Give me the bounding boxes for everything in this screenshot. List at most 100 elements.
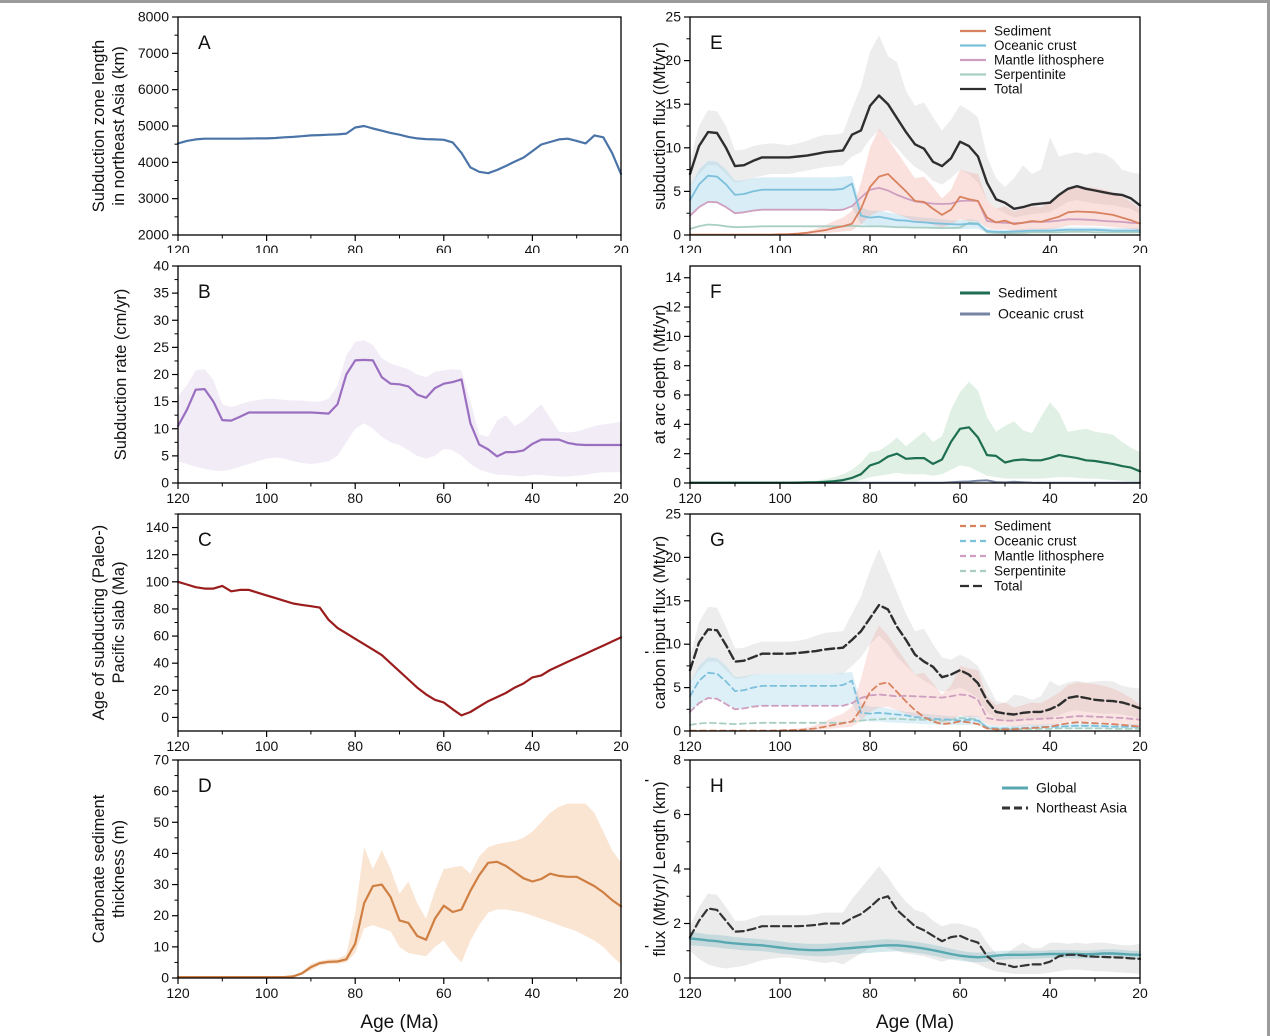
svg-text:20: 20	[613, 738, 629, 751]
svg-text:60: 60	[952, 490, 968, 503]
legend-item-oceanic-crust: Oceanic crust	[960, 38, 1077, 53]
legend-item-global: Global	[1002, 780, 1076, 796]
svg-text:0: 0	[673, 227, 681, 243]
svg-text:40: 40	[1042, 738, 1058, 751]
svg-text:5: 5	[673, 679, 681, 695]
panel-d: 0 10 20 30 40 50 60 70 120 100 80 60 40 20 Carbonate s…	[0, 751, 645, 1036]
svg-text:40: 40	[1042, 985, 1058, 1001]
legend-label-total: Total	[994, 579, 1023, 594]
svg-text:0: 0	[673, 723, 681, 739]
svg-text:3000: 3000	[138, 190, 169, 206]
svg-text:20: 20	[153, 907, 169, 923]
svg-text:20: 20	[1132, 985, 1148, 1001]
svg-text:4: 4	[673, 416, 681, 432]
f-panel-letter: F	[710, 282, 722, 303]
svg-text:100: 100	[255, 738, 279, 751]
svg-text:5000: 5000	[138, 118, 169, 134]
svg-text:40: 40	[153, 655, 169, 671]
legend-item-mantle-lithosphere: Mantle lithosphere	[960, 53, 1104, 68]
svg-text:0: 0	[161, 475, 169, 491]
svg-text:10: 10	[665, 636, 681, 652]
e-uncertainty-band-2	[690, 128, 1140, 235]
svg-text:20: 20	[665, 549, 681, 565]
f-axes: 0 2 4 6 8 10 12 14 120 100 80 60 40 20	[665, 269, 1148, 506]
legend-label-sediment: Sediment	[998, 285, 1057, 301]
legend-label-mantle-lithosphere: Mantle lithosphere	[994, 53, 1104, 68]
panel-f: 0 2 4 6 8 10 12 14 120 100 80 60 40 20 Slab carbon out…	[631, 253, 1267, 506]
c-axes: 0 20 40 60 80 100 120 140 120 100 80 60 40 20	[146, 513, 629, 754]
svg-text:0: 0	[673, 475, 681, 491]
svg-text:20: 20	[153, 682, 169, 698]
g-series-mantle-lithosphere	[689, 693, 1141, 722]
panel-c: 0 20 40 60 80 100 120 140 120 100 80 60 40 20 Age of s…	[0, 503, 645, 754]
svg-text:0: 0	[673, 970, 681, 986]
svg-text:4: 4	[673, 861, 681, 877]
legend-label-global: Global	[1036, 780, 1076, 796]
svg-text:15: 15	[153, 393, 169, 409]
svg-text:5: 5	[673, 183, 681, 199]
svg-text:8: 8	[673, 752, 681, 768]
svg-text:Subduction rate (cm/yr): Subduction rate (cm/yr)	[112, 289, 130, 460]
legend-item-oceanic-crust: Oceanic crust	[960, 534, 1077, 549]
b-y-axis-label: Subduction rate (cm/yr)	[112, 289, 130, 460]
svg-text:120: 120	[678, 490, 702, 503]
svg-text:25: 25	[665, 9, 681, 25]
svg-text:10: 10	[153, 938, 169, 954]
legend-item-total: Total	[960, 82, 1023, 97]
svg-text:60: 60	[436, 490, 452, 503]
legend-label-serpentinite: Serpentinite	[994, 67, 1066, 82]
h-uncertainty-band-0	[690, 866, 1140, 974]
svg-text:80: 80	[862, 490, 878, 503]
svg-text:5: 5	[161, 447, 169, 463]
a-plot-frame	[177, 16, 622, 236]
svg-text:100: 100	[255, 985, 279, 1001]
svg-text:40: 40	[1042, 490, 1058, 503]
g-uncertainty-band-2	[690, 625, 1140, 731]
panel-a-chart: 2000 3000 4000 5000 6000 7000 8000 120 100 80 60 40…	[90, 9, 629, 259]
b-panel-letter: B	[198, 282, 211, 303]
panel-e: 0 5 10 15 20 25 120 100 80 60 40 20 Rate of carbon su…	[631, 3, 1267, 259]
svg-text:2: 2	[673, 915, 681, 931]
svg-text:40: 40	[153, 845, 169, 861]
svg-text:8: 8	[673, 357, 681, 373]
svg-text:4000: 4000	[138, 154, 169, 170]
svg-text:10: 10	[665, 139, 681, 155]
legend-item-total: Total	[960, 579, 1023, 594]
svg-text:25: 25	[665, 506, 681, 522]
panel-c-chart: 0 20 40 60 80 100 120 140 120 100 80 60 40 20 Age of s…	[90, 513, 629, 754]
panel-f-chart: 0 2 4 6 8 10 12 14 120 100 80 60 40 20 Slab carbon out…	[631, 265, 1148, 506]
a-series-subduction-zone-length	[176, 124, 623, 176]
svg-text:80: 80	[347, 985, 363, 1001]
h-series-northeast-asia	[688, 895, 1142, 969]
svg-text:60: 60	[153, 628, 169, 644]
svg-text:0: 0	[161, 970, 169, 986]
legend-item-oceanic-crust: Oceanic crust	[960, 306, 1084, 322]
legend-item-sediment: Sediment	[960, 24, 1051, 39]
legend-label-oceanic-crust: Oceanic crust	[994, 38, 1077, 53]
svg-text:12: 12	[665, 299, 681, 315]
h-series-global	[688, 937, 1142, 959]
b-axes: 0 5 10 15 20 25 30 35 40 120 100 80 60 40 20	[153, 258, 629, 507]
g-panel-letter: G	[710, 530, 725, 551]
h-x-axis-label: Age (Ma)	[876, 1012, 954, 1033]
svg-text:20: 20	[613, 985, 629, 1001]
legend-item-serpentinite: Serpentinite	[960, 67, 1066, 82]
svg-text:20: 20	[613, 490, 629, 503]
svg-text:100: 100	[255, 490, 279, 503]
c-y-axis-label: Age of subducting (Paleo-) Pacific slab (…	[90, 525, 128, 720]
legend-item-northeast-asia: Northeast Asia	[1002, 800, 1127, 816]
svg-text:80: 80	[347, 490, 363, 503]
svg-text:120: 120	[166, 490, 190, 503]
e-series-oceanic-crust	[689, 174, 1141, 233]
svg-text:25: 25	[153, 339, 169, 355]
legend-item-mantle-lithosphere: Mantle lithosphere	[960, 549, 1104, 564]
e-y-axis-label: Rate of carbon subduction flux ((Mt/yr)	[631, 42, 669, 210]
svg-text:14: 14	[665, 269, 681, 285]
svg-text:60: 60	[952, 985, 968, 1001]
g-y-axis-label: Deep subduction carbon input flux (Mt/yr)	[631, 536, 669, 709]
